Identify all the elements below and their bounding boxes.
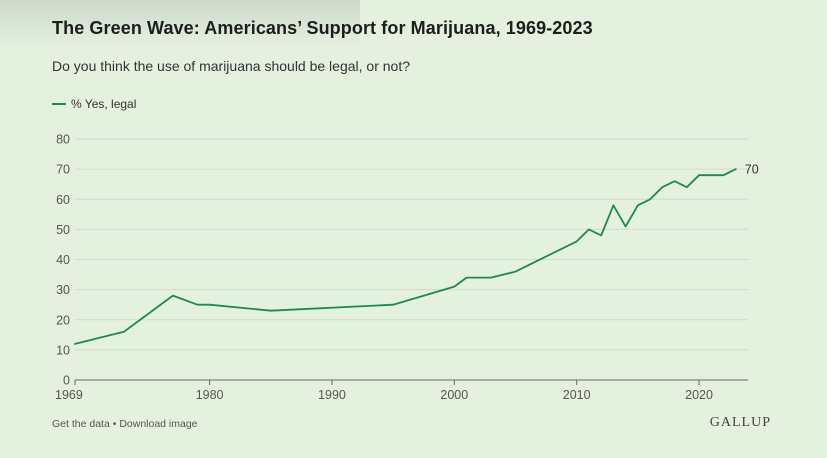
y-tick-label: 80 <box>56 133 70 147</box>
x-tick-label: 2010 <box>563 388 591 402</box>
footer-separator: • <box>109 418 120 430</box>
x-tick-label: 1990 <box>318 388 346 402</box>
y-tick-label: 0 <box>63 374 70 388</box>
y-tick-label: 20 <box>56 313 70 327</box>
y-tick-label: 50 <box>56 223 70 237</box>
legend: % Yes, legal <box>52 97 136 111</box>
x-tick-label: 2000 <box>440 388 468 402</box>
end-value-label: 70 <box>745 163 759 177</box>
chart-subtitle: Do you think the use of marijuana should… <box>52 58 411 74</box>
x-tick-label: 1969 <box>55 388 83 402</box>
y-tick-label: 30 <box>56 283 70 297</box>
footer-links: Get the data • Download image <box>52 418 198 430</box>
legend-label: % Yes, legal <box>71 97 137 111</box>
y-tick-label: 40 <box>56 253 70 267</box>
chart-title: The Green Wave: Americans’ Support for M… <box>52 18 593 38</box>
grid-layer <box>75 138 748 351</box>
series-layer: 70 <box>74 163 759 345</box>
y-tick-label: 70 <box>56 163 70 177</box>
x-tick-label: 2020 <box>685 388 713 402</box>
legend-swatch <box>52 103 66 105</box>
gallup-logo: GALLUP <box>709 415 771 430</box>
y-tick-label: 10 <box>56 343 70 357</box>
x-tick-label: 1980 <box>196 388 224 402</box>
x-axis: 1969 1980 1990 2000 2010 2020 <box>55 379 748 402</box>
y-axis: 0 10 20 30 40 50 60 70 80 <box>56 133 70 388</box>
y-tick-label: 60 <box>56 193 70 207</box>
series-line <box>74 168 737 345</box>
get-data-link[interactable]: Get the data <box>52 418 110 430</box>
download-image-link[interactable]: Download image <box>119 418 198 430</box>
